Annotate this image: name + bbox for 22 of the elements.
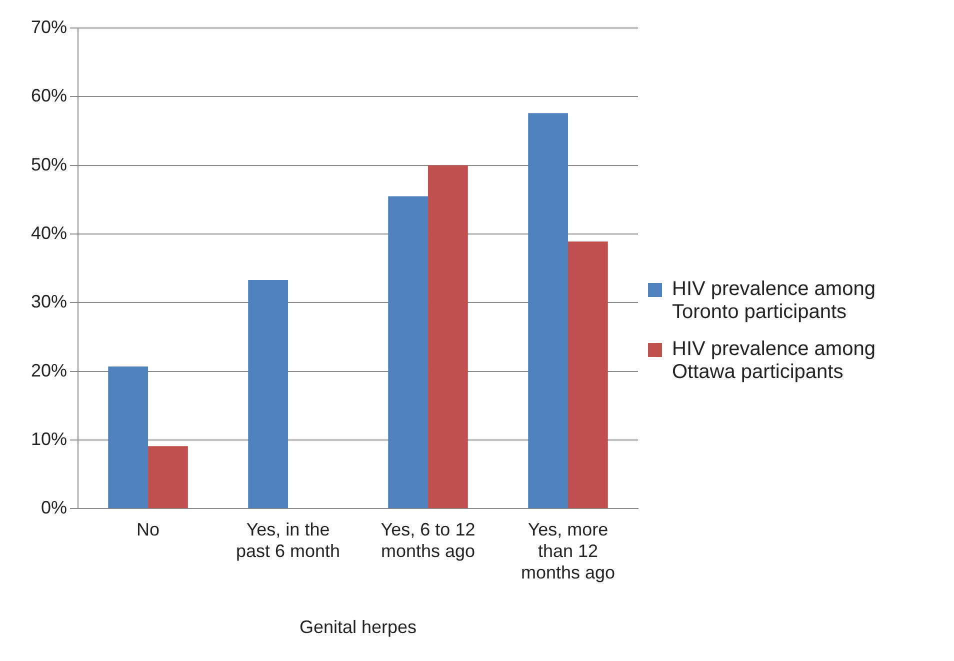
y-tick-label: 30% — [30, 292, 68, 312]
x-tick-label: No — [136, 519, 160, 540]
bar — [248, 280, 288, 508]
x-tick-label: Yes, 6 to 12 months ago — [380, 519, 476, 561]
y-tick-label: 20% — [30, 360, 68, 380]
y-tick-label: 40% — [30, 222, 68, 243]
x-tick-label: Yes, more than 12 months ago — [520, 519, 616, 583]
bar — [388, 196, 428, 508]
bar — [428, 165, 468, 508]
bar — [108, 366, 148, 508]
x-tick-label: Yes, in the past 6 month — [236, 519, 340, 561]
bar — [568, 242, 608, 508]
y-tick-label: 60% — [30, 86, 68, 106]
y-tick-label: 50% — [30, 154, 68, 174]
bar — [528, 113, 568, 508]
y-tick-label: 0% — [41, 498, 68, 518]
legend-label: HIV prevalence among Toronto participants — [672, 278, 876, 324]
legend-label: HIV prevalence among Ottawa participants — [672, 338, 876, 384]
x-axis-title: Genital herpes — [299, 617, 417, 638]
bar — [148, 446, 188, 508]
y-tick-label: 70% — [30, 16, 68, 37]
y-tick-label: 10% — [30, 428, 68, 449]
